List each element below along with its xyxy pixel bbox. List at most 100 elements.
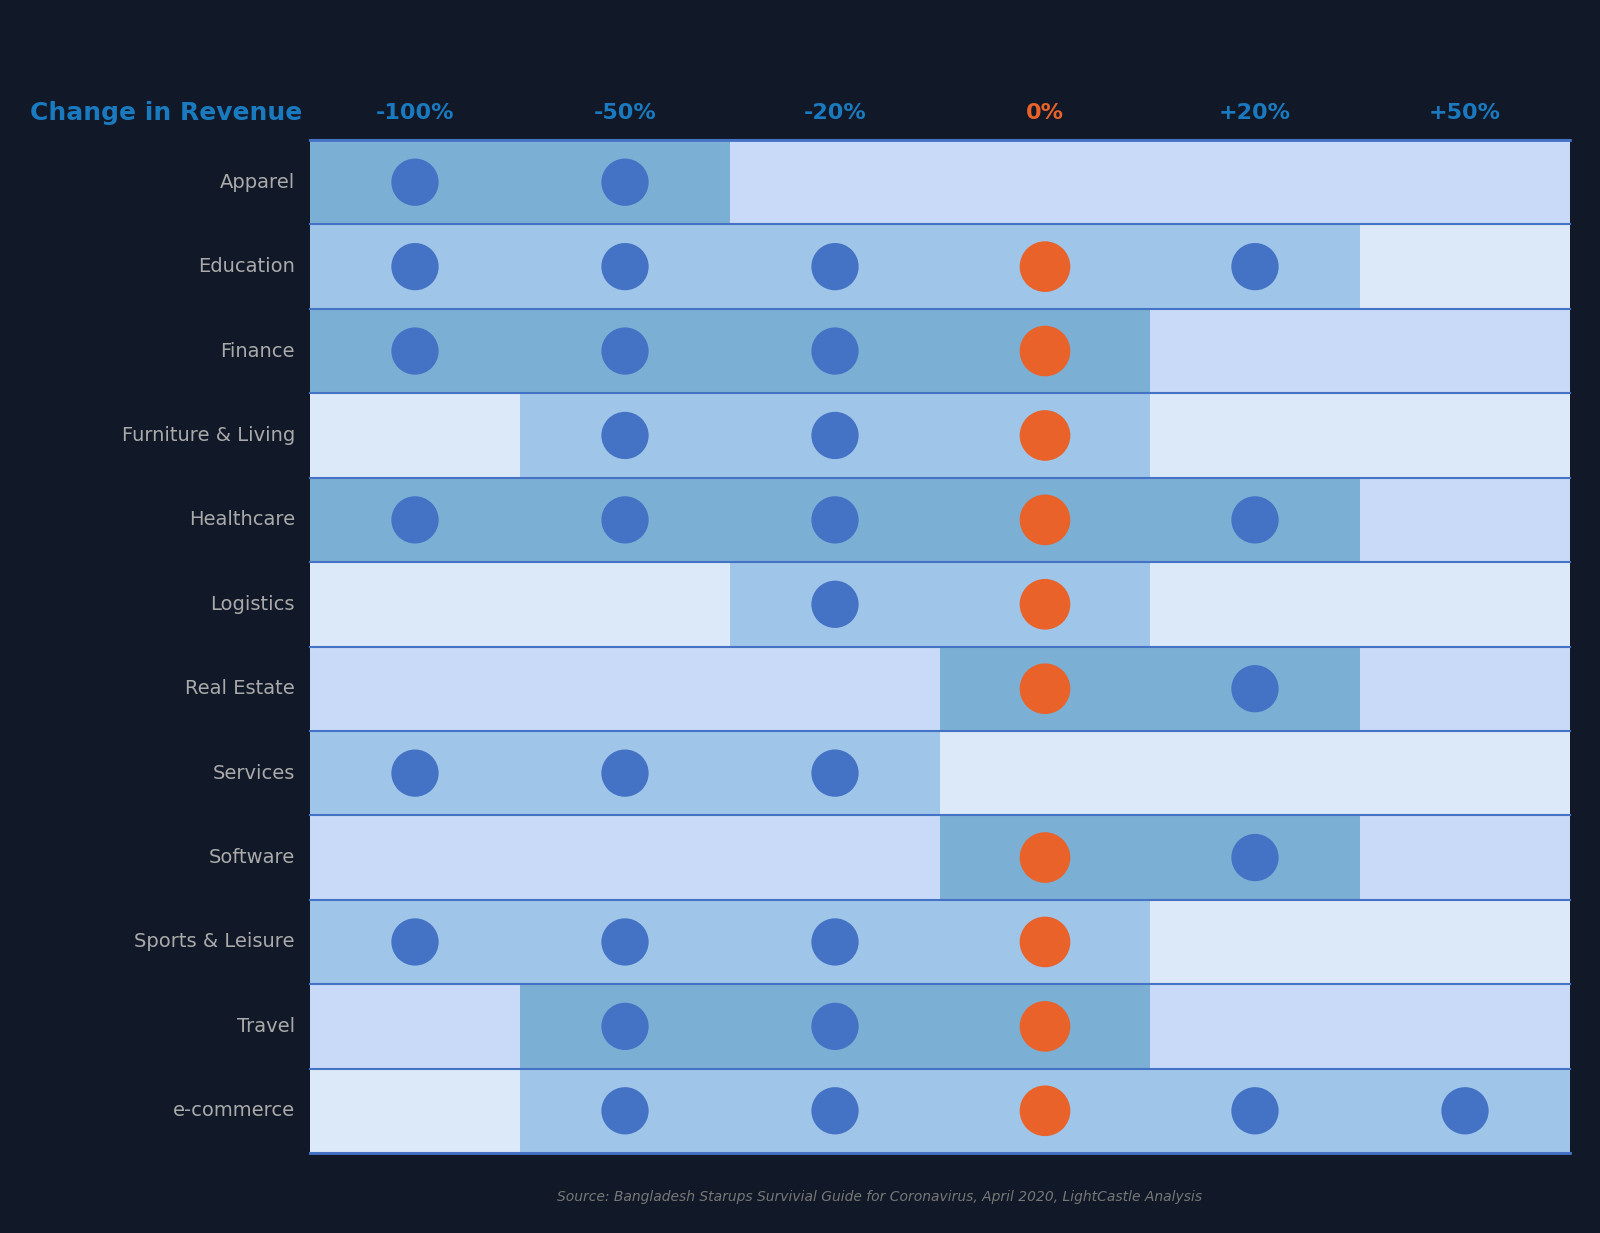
- Circle shape: [1019, 326, 1070, 376]
- Bar: [1150, 477, 1360, 562]
- Circle shape: [392, 159, 438, 206]
- Circle shape: [602, 159, 648, 206]
- Bar: [520, 1069, 730, 1153]
- Circle shape: [392, 243, 438, 290]
- Circle shape: [811, 412, 859, 459]
- Bar: [1360, 393, 1570, 477]
- Bar: [520, 224, 730, 308]
- Bar: [1360, 900, 1570, 984]
- Bar: [520, 900, 730, 984]
- Text: Finance: Finance: [221, 342, 294, 360]
- Text: Furniture & Living: Furniture & Living: [122, 425, 294, 445]
- Bar: [1360, 141, 1570, 224]
- Circle shape: [392, 328, 438, 375]
- Bar: [1360, 646, 1570, 731]
- Circle shape: [1019, 494, 1070, 545]
- Bar: [730, 477, 941, 562]
- Bar: [520, 562, 730, 646]
- Bar: [941, 646, 1150, 731]
- Bar: [730, 815, 941, 900]
- Circle shape: [811, 243, 859, 290]
- Circle shape: [811, 581, 859, 628]
- Bar: [310, 224, 520, 308]
- Text: Software: Software: [208, 848, 294, 867]
- Text: Sports & Leisure: Sports & Leisure: [134, 932, 294, 952]
- Circle shape: [1019, 663, 1070, 714]
- Bar: [730, 646, 941, 731]
- Bar: [310, 308, 520, 393]
- Bar: [730, 393, 941, 477]
- Bar: [941, 1069, 1150, 1153]
- Circle shape: [1019, 1001, 1070, 1052]
- Text: Apparel: Apparel: [219, 173, 294, 191]
- Bar: [520, 815, 730, 900]
- Bar: [1150, 224, 1360, 308]
- Bar: [520, 477, 730, 562]
- Bar: [941, 308, 1150, 393]
- Text: -50%: -50%: [594, 104, 656, 123]
- Bar: [1360, 224, 1570, 308]
- Bar: [730, 308, 941, 393]
- Circle shape: [811, 1088, 859, 1134]
- Circle shape: [602, 412, 648, 459]
- Circle shape: [602, 750, 648, 797]
- Text: Travel: Travel: [237, 1017, 294, 1036]
- Bar: [310, 141, 520, 224]
- Text: +20%: +20%: [1219, 104, 1291, 123]
- Bar: [1150, 900, 1360, 984]
- Text: Services: Services: [213, 763, 294, 783]
- Bar: [1150, 646, 1360, 731]
- Circle shape: [811, 919, 859, 965]
- Bar: [1150, 308, 1360, 393]
- Circle shape: [602, 243, 648, 290]
- Bar: [730, 224, 941, 308]
- Bar: [310, 984, 520, 1069]
- Bar: [730, 1069, 941, 1153]
- Circle shape: [1232, 496, 1278, 544]
- Bar: [520, 984, 730, 1069]
- Bar: [1360, 308, 1570, 393]
- Circle shape: [1019, 832, 1070, 883]
- Text: 0%: 0%: [1026, 104, 1064, 123]
- Bar: [1150, 1069, 1360, 1153]
- Circle shape: [602, 1088, 648, 1134]
- Bar: [941, 731, 1150, 815]
- Bar: [730, 562, 941, 646]
- Bar: [941, 815, 1150, 900]
- Bar: [730, 141, 941, 224]
- Circle shape: [811, 1002, 859, 1051]
- Text: Source: Bangladesh Starups Survivial Guide for Coronavirus, April 2020, LightCas: Source: Bangladesh Starups Survivial Gui…: [557, 1190, 1203, 1203]
- Bar: [520, 731, 730, 815]
- Bar: [310, 477, 520, 562]
- Bar: [310, 646, 520, 731]
- Text: -20%: -20%: [803, 104, 866, 123]
- Circle shape: [602, 496, 648, 544]
- Bar: [1150, 731, 1360, 815]
- Bar: [941, 224, 1150, 308]
- Bar: [1360, 1069, 1570, 1153]
- Bar: [730, 731, 941, 815]
- Circle shape: [392, 919, 438, 965]
- Circle shape: [602, 328, 648, 375]
- Text: Education: Education: [198, 258, 294, 276]
- Bar: [310, 1069, 520, 1153]
- Text: Change in Revenue: Change in Revenue: [30, 101, 302, 125]
- Bar: [941, 393, 1150, 477]
- Text: Healthcare: Healthcare: [189, 510, 294, 529]
- Bar: [941, 900, 1150, 984]
- Bar: [310, 393, 520, 477]
- Text: e-commerce: e-commerce: [173, 1101, 294, 1121]
- Bar: [1360, 562, 1570, 646]
- Bar: [520, 393, 730, 477]
- Bar: [520, 308, 730, 393]
- Bar: [310, 562, 520, 646]
- Bar: [1360, 984, 1570, 1069]
- Text: -100%: -100%: [376, 104, 454, 123]
- Circle shape: [1019, 916, 1070, 967]
- Bar: [1150, 562, 1360, 646]
- Circle shape: [1019, 580, 1070, 630]
- Bar: [1360, 815, 1570, 900]
- Circle shape: [811, 750, 859, 797]
- Circle shape: [1019, 1085, 1070, 1136]
- Circle shape: [1019, 411, 1070, 461]
